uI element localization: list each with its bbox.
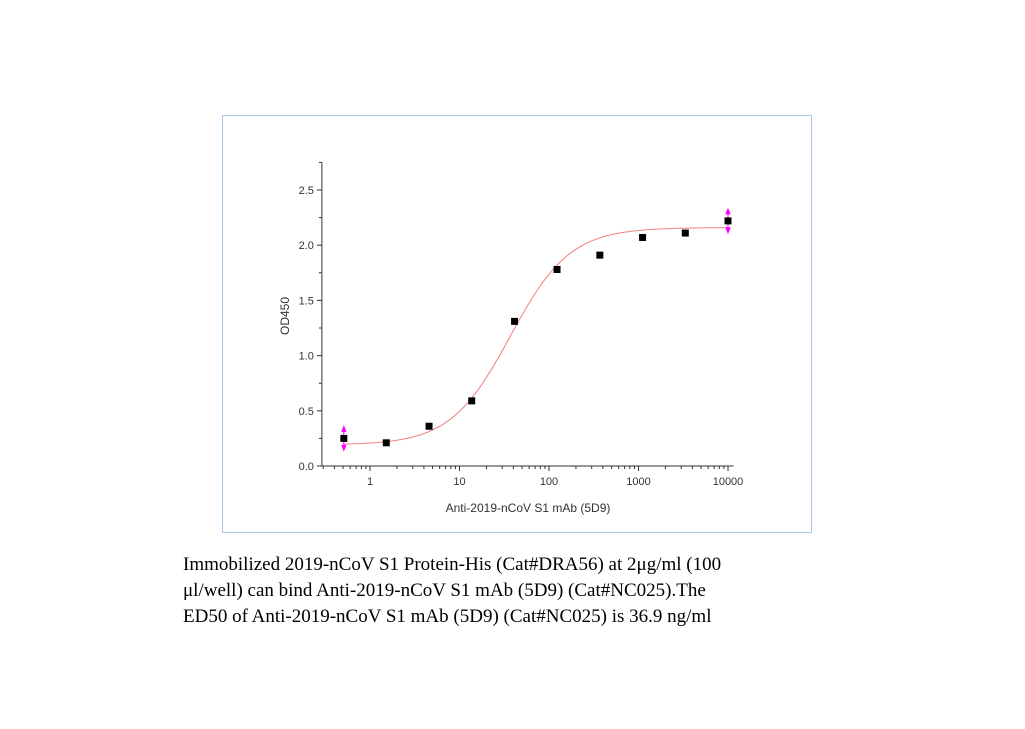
data-point bbox=[681, 229, 689, 237]
y-tick-label: 1.5 bbox=[299, 295, 314, 307]
x-tick-label: 10000 bbox=[713, 476, 744, 488]
data-point bbox=[382, 439, 390, 447]
y-tick-label: 0.5 bbox=[299, 406, 314, 418]
y-tick-label: 2.0 bbox=[299, 240, 314, 252]
data-point bbox=[468, 397, 476, 405]
figure-caption: Immobilized 2019-nCoV S1 Protein-His (Ca… bbox=[183, 552, 883, 630]
y-tick-label: 1.0 bbox=[299, 351, 314, 363]
x-tick-label: 10 bbox=[453, 476, 465, 488]
chart-frame: 0.0 0.5 1.0 1.5 2.0 2.5 1 10 100 1000 10000 Anti-2… bbox=[222, 115, 812, 533]
data-point bbox=[553, 265, 561, 273]
caption-line-2: μl/well) can bind Anti-2019-nCoV S1 mAb … bbox=[183, 580, 706, 601]
y-axis-label: OD450 bbox=[278, 297, 292, 335]
caption-line-3: ED50 of Anti-2019-nCoV S1 mAb (5D9) (Cat… bbox=[183, 606, 712, 627]
data-point bbox=[511, 317, 519, 325]
data-point bbox=[639, 233, 647, 241]
data-point bbox=[724, 217, 732, 225]
x-tick-label: 1 bbox=[367, 476, 373, 488]
y-tick-label: 0.0 bbox=[299, 461, 314, 473]
x-axis-label: Anti-2019-nCoV S1 mAb (5D9) bbox=[446, 501, 611, 515]
dose-response-chart: 0.0 0.5 1.0 1.5 2.0 2.5 1 10 100 1000 10000 Anti-2… bbox=[278, 161, 744, 515]
data-point bbox=[425, 422, 433, 430]
data-point bbox=[596, 251, 604, 259]
caption-line-1: Immobilized 2019-nCoV S1 Protein-His (Ca… bbox=[183, 554, 722, 575]
data-point bbox=[340, 434, 348, 442]
x-tick-label: 100 bbox=[540, 476, 558, 488]
x-tick-label: 1000 bbox=[626, 476, 650, 488]
fit-curve bbox=[343, 227, 728, 445]
y-tick-label: 2.5 bbox=[299, 185, 314, 197]
